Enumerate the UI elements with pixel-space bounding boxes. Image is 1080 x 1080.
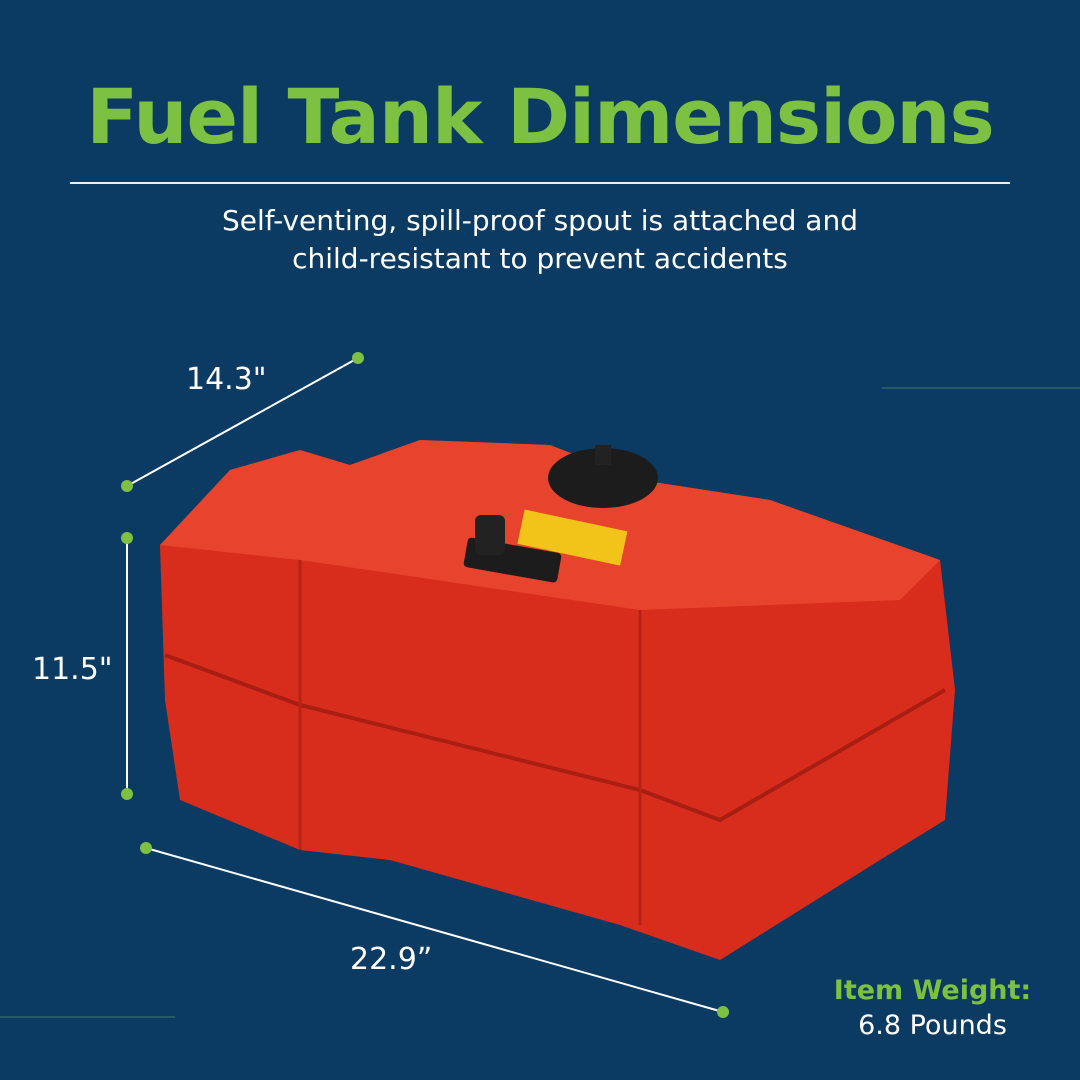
fuel-cap [548,448,658,508]
weight-label: Item Weight: [833,975,1032,1006]
depth-dimension: 14.3" [186,362,267,397]
dimension-endpoints [121,352,729,1018]
weight-value: 6.8 Pounds [858,1010,1007,1041]
length-dimension: 22.9” [350,942,433,977]
divider [70,182,1010,184]
warning-label [517,509,628,566]
subtitle: Self-venting, spill-proof spout is attac… [0,202,1080,278]
subtitle-line-1: Self-venting, spill-proof spout is attac… [222,204,858,237]
height-dimension: 11.5" [32,652,113,687]
page-title: Fuel Tank Dimensions [86,72,995,161]
subtitle-line-2: child-resistant to prevent accidents [292,242,788,275]
fuel-tank-image [160,440,955,960]
dimension-lines [126,357,724,1013]
